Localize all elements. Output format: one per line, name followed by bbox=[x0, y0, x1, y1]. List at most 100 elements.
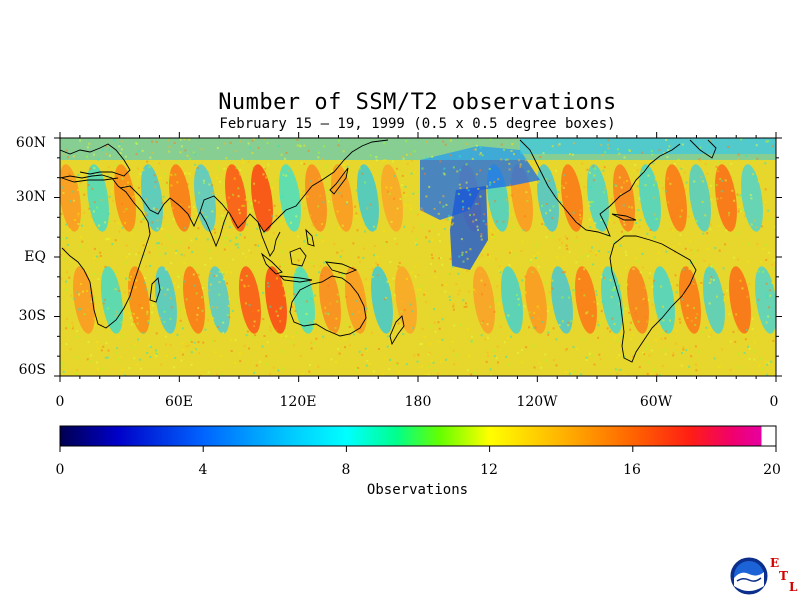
field-speckle bbox=[443, 228, 446, 230]
field-speckle bbox=[441, 338, 444, 341]
field-speckle bbox=[449, 299, 452, 301]
field-speckle bbox=[248, 304, 251, 307]
field-speckle bbox=[205, 215, 208, 218]
field-speckle bbox=[309, 180, 312, 183]
field-speckle bbox=[502, 316, 505, 319]
field-speckle bbox=[151, 221, 154, 224]
field-speckle bbox=[522, 229, 525, 232]
field-speckle bbox=[72, 190, 75, 193]
field-speckle bbox=[142, 254, 145, 257]
field-speckle bbox=[611, 198, 613, 201]
field-speckle bbox=[530, 258, 532, 261]
field-stripe bbox=[371, 266, 393, 334]
field-speckle bbox=[535, 244, 538, 247]
field-speckle bbox=[157, 177, 160, 180]
field-speckle bbox=[474, 203, 477, 205]
field-speckle bbox=[88, 207, 91, 210]
colorbar bbox=[59, 425, 777, 447]
field-speckle bbox=[632, 355, 635, 358]
field-speckle bbox=[136, 316, 139, 319]
field-speckle bbox=[124, 374, 126, 376]
field-speckle bbox=[581, 289, 583, 291]
field-speckle bbox=[720, 179, 723, 182]
field-speckle bbox=[356, 229, 359, 232]
field-speckle bbox=[703, 259, 706, 262]
field-speckle bbox=[511, 213, 514, 216]
field-speckle bbox=[412, 192, 415, 195]
field-speckle bbox=[313, 319, 316, 322]
field-speckle bbox=[167, 180, 169, 183]
field-speckle bbox=[253, 325, 256, 328]
field-speckle bbox=[594, 167, 597, 170]
field-speckle bbox=[412, 327, 415, 330]
field-speckle bbox=[81, 240, 84, 243]
field-speckle bbox=[616, 339, 619, 342]
field-speckle bbox=[100, 349, 103, 352]
field-speckle bbox=[690, 261, 692, 264]
field-speckle bbox=[152, 191, 155, 194]
field-speckle bbox=[120, 140, 123, 143]
field-speckle bbox=[351, 313, 353, 316]
field-speckle bbox=[402, 157, 405, 160]
field-speckle bbox=[404, 185, 407, 188]
field-speckle bbox=[202, 182, 205, 184]
field-speckle bbox=[194, 163, 197, 166]
field-speckle bbox=[268, 209, 271, 211]
field-speckle bbox=[681, 352, 683, 354]
field-speckle bbox=[365, 278, 367, 281]
field-speckle bbox=[165, 343, 167, 346]
field-speckle bbox=[273, 264, 276, 267]
field-speckle bbox=[174, 357, 177, 359]
field-speckle bbox=[717, 170, 720, 173]
field-speckle bbox=[523, 215, 526, 218]
field-speckle bbox=[664, 353, 667, 356]
field-speckle bbox=[286, 290, 289, 293]
field-speckle bbox=[158, 162, 161, 165]
field-speckle bbox=[208, 289, 211, 292]
field-speckle bbox=[377, 195, 380, 198]
field-speckle bbox=[121, 335, 124, 338]
field-speckle bbox=[618, 176, 621, 179]
field-speckle bbox=[151, 151, 154, 154]
field-speckle bbox=[525, 346, 528, 349]
field-speckle bbox=[354, 205, 357, 208]
field-speckle bbox=[598, 250, 601, 253]
field-speckle bbox=[557, 188, 560, 191]
field-speckle bbox=[94, 324, 97, 327]
field-speckle bbox=[246, 330, 249, 333]
field-speckle bbox=[452, 349, 455, 352]
field-speckle bbox=[97, 368, 100, 371]
field-speckle bbox=[567, 324, 570, 327]
field-speckle bbox=[249, 146, 252, 149]
field-speckle bbox=[275, 214, 278, 217]
field-speckle bbox=[588, 352, 591, 355]
field-speckle bbox=[121, 369, 124, 372]
field-speckle bbox=[164, 335, 167, 338]
field-speckle bbox=[600, 276, 603, 278]
field-speckle bbox=[546, 309, 549, 312]
field-speckle bbox=[179, 203, 182, 206]
field-speckle bbox=[395, 363, 398, 366]
field-speckle bbox=[282, 264, 284, 266]
field-speckle bbox=[532, 345, 535, 347]
field-speckle bbox=[679, 215, 682, 218]
field-speckle bbox=[425, 140, 428, 143]
field-speckle bbox=[653, 184, 656, 187]
field-speckle bbox=[579, 209, 582, 212]
field-speckle bbox=[197, 341, 200, 344]
field-speckle bbox=[538, 307, 541, 310]
field-speckle bbox=[319, 194, 322, 197]
field-speckle bbox=[607, 139, 610, 142]
field-speckle bbox=[97, 225, 99, 228]
field-speckle bbox=[521, 279, 524, 282]
field-speckle bbox=[244, 255, 247, 258]
field-speckle bbox=[516, 293, 519, 296]
map-title: Number of SSM/T2 observations bbox=[218, 90, 617, 115]
field-speckle bbox=[765, 321, 768, 324]
field-speckle bbox=[495, 357, 498, 360]
field-speckle bbox=[479, 169, 482, 172]
field-speckle bbox=[472, 148, 475, 151]
field-speckle bbox=[723, 299, 726, 302]
field-speckle bbox=[396, 362, 399, 365]
field-speckle bbox=[692, 267, 695, 270]
